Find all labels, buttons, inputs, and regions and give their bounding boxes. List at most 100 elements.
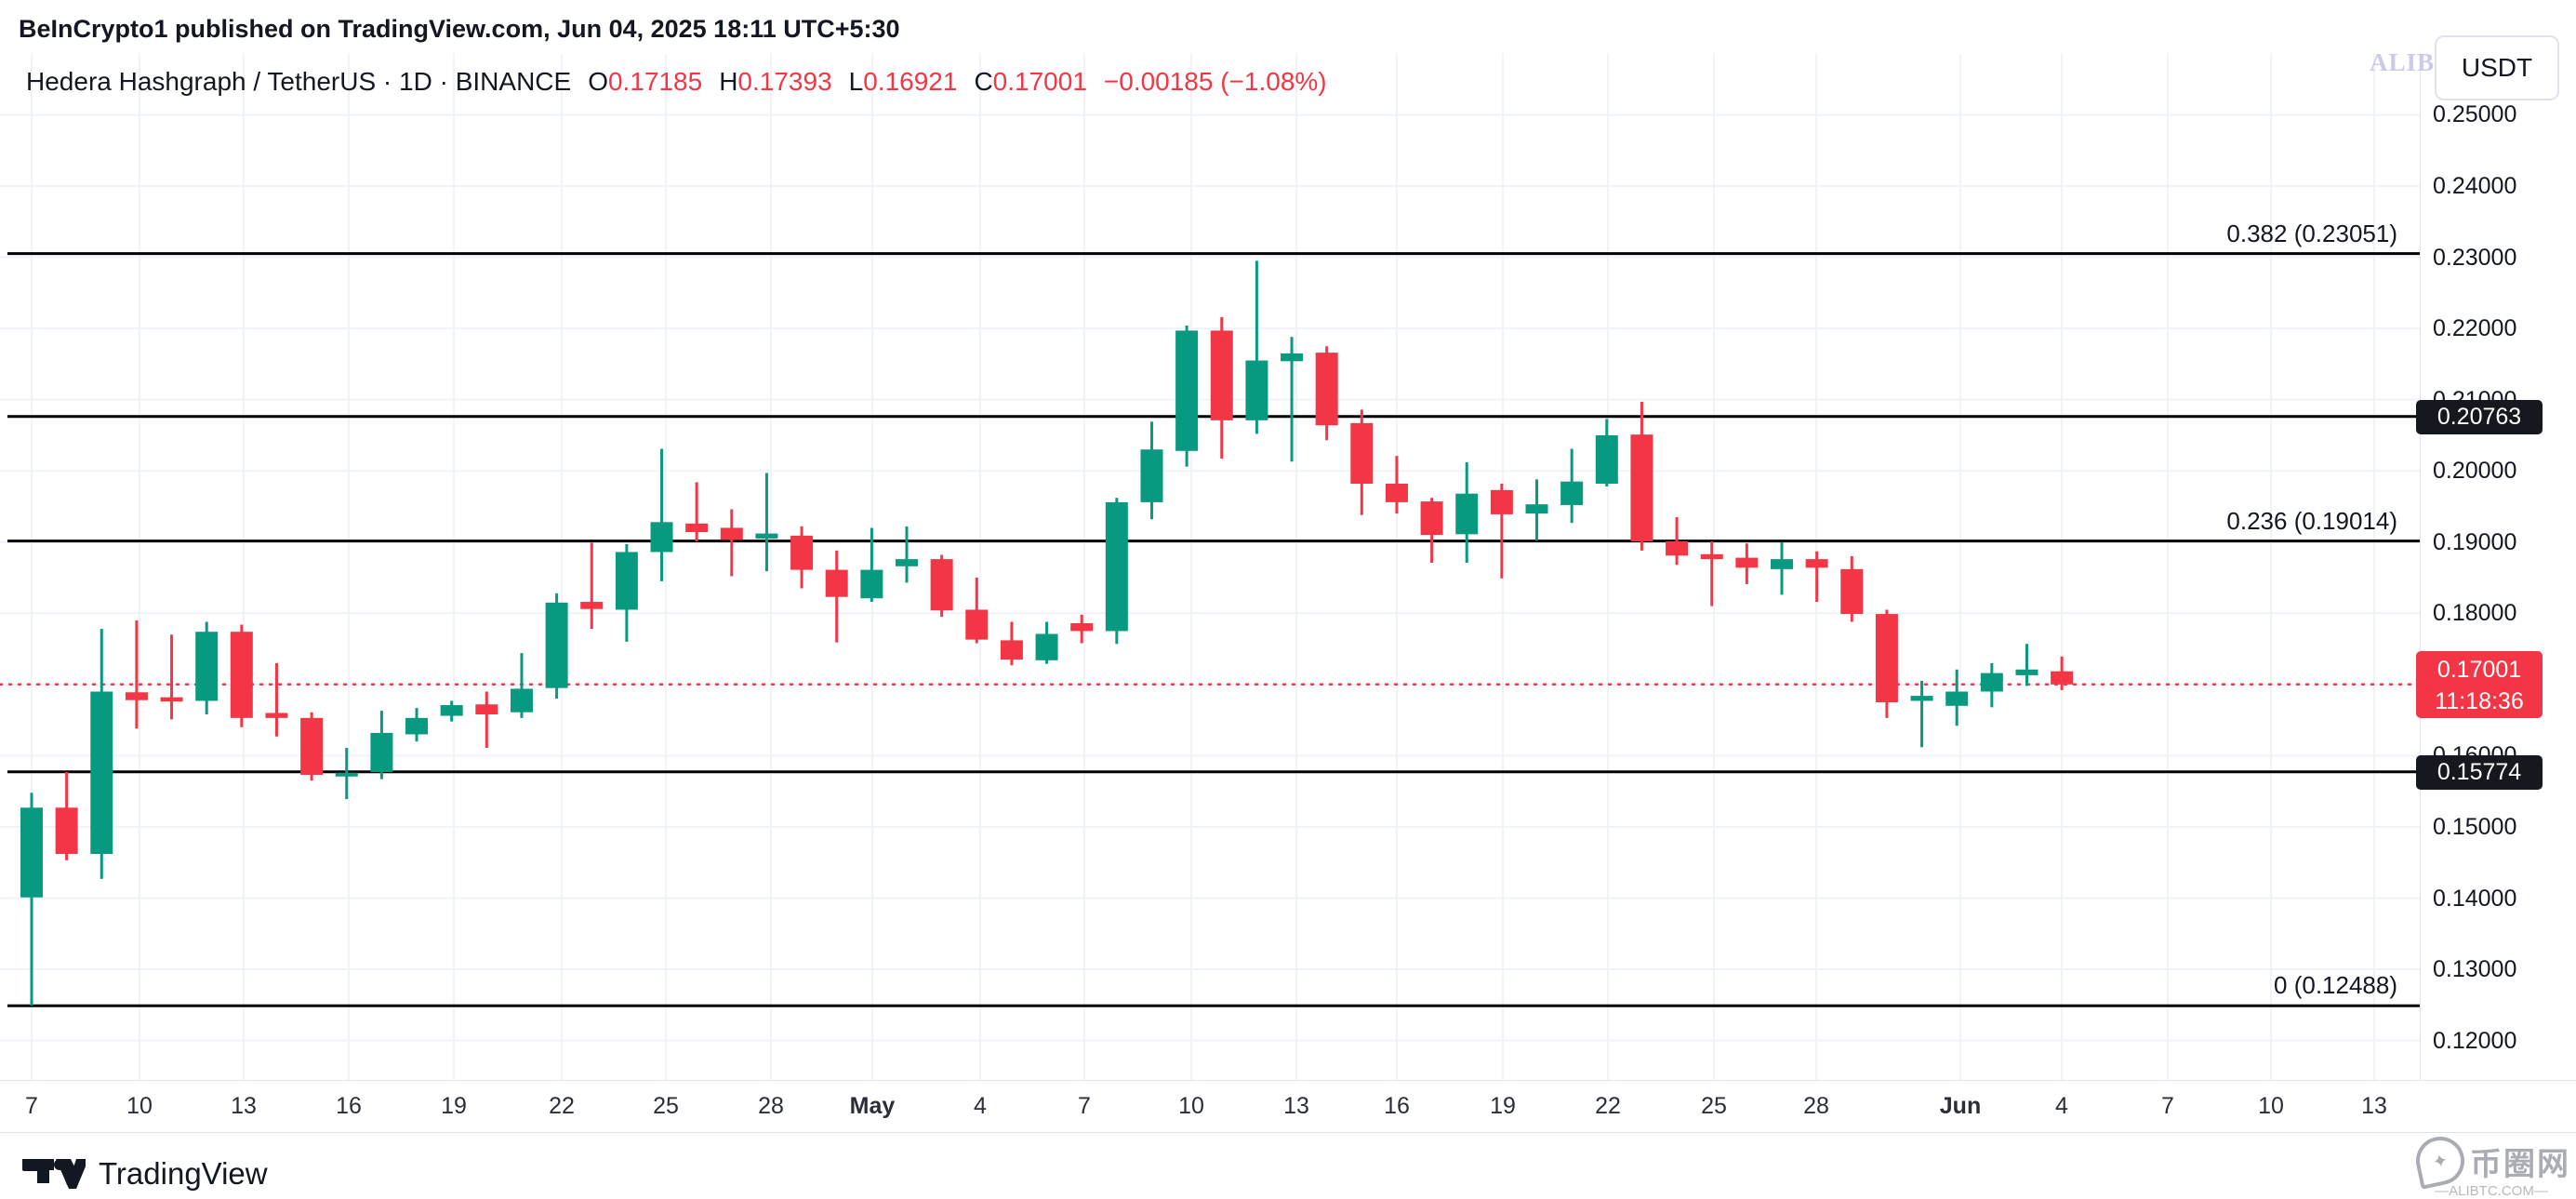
candlestick-chart[interactable]: [0, 53, 2420, 1080]
time-tick-label: 7: [1078, 1093, 1091, 1119]
candle: [1105, 498, 1128, 645]
candle: [685, 482, 709, 541]
symbol-title: Hedera Hashgraph / TetherUS: [26, 67, 377, 96]
legend-separator: ·: [432, 67, 456, 96]
candle: [545, 593, 568, 699]
candle: [1735, 543, 1759, 584]
time-tick-label: 28: [1803, 1093, 1829, 1119]
watermark-cn-text: 币圈网: [2470, 1146, 2570, 1182]
chart-legend: Hedera Hashgraph / TetherUS · 1D · BINAN…: [26, 67, 1327, 97]
candle-body: [1560, 481, 1584, 505]
candle: [790, 526, 814, 589]
candle: [755, 473, 778, 572]
candle: [580, 542, 604, 630]
time-tick-label: 10: [2258, 1093, 2284, 1119]
candle-body: [755, 533, 778, 539]
candle-body: [1000, 640, 1023, 660]
candle: [1700, 540, 1723, 606]
candle-body: [1140, 449, 1163, 502]
candle-body: [510, 688, 533, 713]
candle-body: [1910, 696, 1933, 701]
price-tick-label: 0.23000: [2433, 244, 2517, 271]
time-tick-label: 7: [2161, 1093, 2174, 1119]
candle: [1455, 462, 1479, 563]
price-tick-label: 0.15000: [2433, 813, 2517, 840]
close-label: C: [974, 67, 993, 96]
candle: [160, 634, 183, 720]
candle-body: [1945, 691, 1969, 706]
candle-body: [930, 559, 953, 611]
time-axis[interactable]: 7 10 13 16 19 22 25 28 May 4 7 10 13 16 19 22 25 28 Jun 4 7 1…: [0, 1080, 2420, 1132]
candle: [55, 772, 78, 860]
price-axis[interactable]: 0.250000.240000.230000.220000.210000.200…: [2416, 53, 2576, 1080]
tradingview-glyph-icon: [22, 1159, 86, 1189]
candle-body: [720, 527, 743, 540]
candle-body: [335, 772, 358, 777]
fib-level-label: 0.236 (0.19014): [2226, 506, 2397, 535]
candle-body: [1525, 504, 1548, 514]
tradingview-logo[interactable]: TradingView: [22, 1155, 268, 1192]
candle-body: [1105, 501, 1128, 632]
time-tick-label: 4: [2055, 1093, 2068, 1119]
candle: [860, 527, 883, 603]
candle: [1175, 326, 1199, 467]
candle-body: [195, 632, 219, 701]
candle: [1595, 419, 1618, 487]
time-tick-label: 10: [1178, 1093, 1204, 1119]
time-tick-label: 13: [1283, 1093, 1309, 1119]
candle: [930, 554, 953, 618]
watermark-logo-icon: ✦: [2411, 1132, 2469, 1190]
candle: [475, 691, 498, 748]
candle: [1805, 551, 1828, 603]
candle-body: [1700, 553, 1723, 560]
candle-body: [1630, 434, 1653, 541]
candle-body: [860, 569, 883, 599]
candle-body: [125, 692, 148, 700]
fib-level-label: 0 (0.12488): [2274, 971, 2397, 1000]
candle-body: [1805, 559, 1828, 568]
low-value: 0.16921: [863, 67, 958, 96]
candle-body: [265, 713, 288, 718]
candle: [1245, 260, 1268, 434]
time-tick-label: 13: [2361, 1093, 2387, 1119]
tradingview-wordmark: TradingView: [99, 1156, 268, 1191]
fib-level-label: 0.382 (0.23051): [2226, 219, 2397, 247]
time-tick-label: 4: [974, 1093, 987, 1119]
candle: [300, 712, 324, 781]
candle: [650, 448, 673, 581]
candle-body: [2015, 669, 2038, 675]
candle-body: [615, 552, 638, 610]
candle-body: [1385, 483, 1408, 502]
candle-body: [1771, 559, 1793, 569]
candle: [1771, 541, 1793, 595]
currency-toggle-button[interactable]: USDT: [2435, 35, 2559, 100]
interval-label: 1D: [399, 67, 432, 96]
candle-body: [1840, 568, 1864, 615]
candle: [370, 711, 393, 779]
candle-body: [1070, 623, 1094, 632]
candle: [125, 619, 148, 729]
candle: [90, 629, 113, 879]
time-tick-label: 25: [1701, 1093, 1727, 1119]
candle-body: [790, 535, 814, 570]
candle-body: [475, 704, 498, 715]
candle-body: [965, 609, 989, 640]
candle-body: [300, 717, 324, 776]
candle: [1840, 556, 1864, 622]
candle: [615, 544, 638, 642]
candle-body: [1666, 540, 1689, 556]
time-tick-label: 7: [25, 1093, 38, 1119]
level-price-badge: 0.20763: [2416, 399, 2543, 434]
time-tick-label: 22: [549, 1093, 575, 1119]
time-axis-bottom-border: [0, 1132, 2576, 1133]
candle-body: [230, 632, 253, 718]
candle-body: [545, 602, 568, 688]
candle-body: [90, 691, 113, 855]
close-value: 0.17001: [992, 67, 1087, 96]
chart-plot-area[interactable]: Hedera Hashgraph / TetherUS · 1D · BINAN…: [0, 53, 2420, 1080]
candle-body: [825, 569, 848, 597]
candle: [1630, 401, 1653, 551]
time-tick-label: May: [849, 1093, 896, 1119]
candle: [965, 578, 989, 644]
candle-body: [160, 697, 183, 702]
